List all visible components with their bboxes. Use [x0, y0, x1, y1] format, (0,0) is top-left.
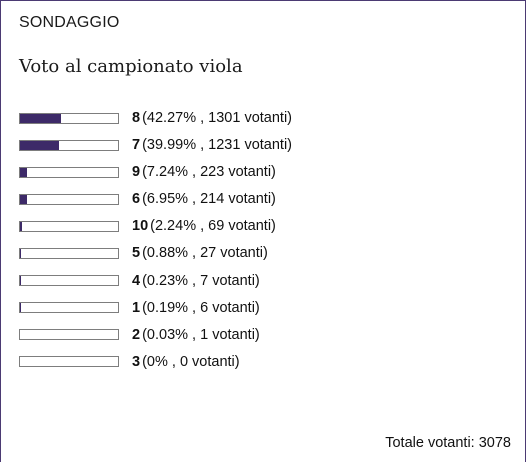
result-text: 4 (0.23% , 7 votanti) [132, 273, 260, 289]
result-bar [19, 112, 119, 124]
poll-header: SONDAGGIO [19, 14, 120, 31]
result-choice: 10 [132, 218, 149, 235]
result-text: 3 (0% , 0 votanti) [132, 354, 240, 370]
result-stats: (0% , 0 votanti) [142, 353, 240, 370]
result-row: 7 (39.99% , 1231 votanti) [19, 136, 519, 154]
result-row: 2 (0.03% , 1 votanti) [19, 326, 519, 344]
result-row: 10 (2.24% , 69 votanti) [19, 217, 519, 235]
result-bar [19, 302, 119, 314]
result-bar-fill [20, 140, 60, 150]
result-choice: 7 [132, 137, 141, 154]
result-stats: (0.88% , 27 votanti) [142, 245, 268, 262]
result-text: 10 (2.24% , 69 votanti) [132, 218, 276, 234]
poll-results: 8 (42.27% , 1301 votanti) 7 (39.99% , 1231… [19, 109, 519, 380]
result-row: 3 (0% , 0 votanti) [19, 353, 519, 371]
result-stats: (39.99% , 1231 votanti) [142, 137, 293, 154]
result-stats: (0.19% , 6 votanti) [142, 299, 260, 316]
result-bar [19, 329, 119, 341]
result-text: 6 (6.95% , 214 votanti) [132, 191, 276, 207]
result-choice: 2 [132, 326, 141, 343]
result-stats: (0.23% , 7 votanti) [142, 272, 260, 289]
result-row: 4 (0.23% , 7 votanti) [19, 272, 519, 290]
result-text: 7 (39.99% , 1231 votanti) [132, 137, 292, 153]
result-row: 8 (42.27% , 1301 votanti) [19, 109, 519, 127]
result-bar-fill [20, 113, 62, 123]
result-text: 9 (7.24% , 223 votanti) [132, 164, 276, 180]
result-row: 9 (7.24% , 223 votanti) [19, 163, 519, 181]
result-row: 6 (6.95% , 214 votanti) [19, 190, 519, 208]
result-text: 1 (0.19% , 6 votanti) [132, 300, 260, 316]
result-bar-fill [20, 248, 21, 258]
poll-question: Voto al campionato viola [19, 56, 243, 77]
result-bar [19, 193, 119, 205]
result-bar-fill [20, 194, 27, 204]
result-stats: (7.24% , 223 votanti) [142, 164, 276, 181]
result-choice: 3 [132, 353, 141, 370]
result-row: 5 (0.88% , 27 votanti) [19, 244, 519, 262]
result-choice: 1 [132, 299, 141, 316]
result-choice: 4 [132, 272, 141, 289]
result-stats: (2.24% , 69 votanti) [150, 218, 276, 235]
result-bar [19, 139, 119, 151]
result-text: 5 (0.88% , 27 votanti) [132, 245, 268, 261]
result-bar [19, 247, 119, 259]
result-text: 2 (0.03% , 1 votanti) [132, 327, 260, 343]
result-text: 8 (42.27% , 1301 votanti) [132, 110, 292, 126]
result-stats: (6.95% , 214 votanti) [142, 191, 276, 208]
result-choice: 6 [132, 191, 141, 208]
result-bar [19, 275, 119, 287]
result-choice: 9 [132, 164, 141, 181]
result-bar-fill [20, 221, 23, 231]
result-bar-fill [20, 167, 28, 177]
result-stats: (0.03% , 1 votanti) [142, 326, 260, 343]
result-stats: (42.27% , 1301 votanti) [142, 110, 293, 126]
result-bar [19, 220, 119, 232]
result-choice: 5 [132, 245, 141, 262]
total-voters: Totale votanti: 3078 [385, 435, 511, 451]
result-bar [19, 166, 119, 178]
result-bar [19, 356, 119, 368]
result-row: 1 (0.19% , 6 votanti) [19, 299, 519, 317]
result-choice: 8 [132, 110, 141, 126]
